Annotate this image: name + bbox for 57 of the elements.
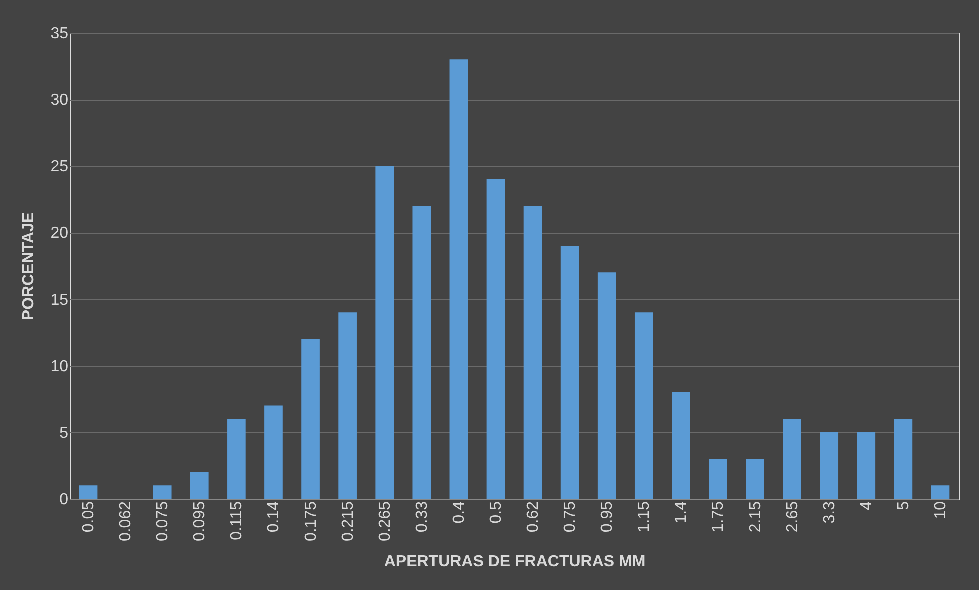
bar [450,60,468,499]
x-tick-label: 0.265 [376,501,394,542]
bar [931,486,950,499]
x-tick-label: 1.15 [636,501,654,533]
x-tick-label: 0.5 [488,501,505,524]
x-tick-label: 1.75 [710,501,728,533]
y-tick-label: 35 [50,26,69,42]
y-tick-label: 15 [50,292,69,309]
bar [486,179,506,499]
y-tick-label: 20 [50,225,69,242]
x-tick-label: 0.4 [450,501,468,524]
x-tick-label: 4 [858,501,876,510]
y-tick-label: 10 [50,358,69,376]
x-tick-label: 0.75 [562,501,580,533]
bar [412,206,432,499]
x-tick-label: 0.95 [599,501,616,533]
bar [228,419,246,499]
y-axis-title: PORCENTAJE [20,212,38,321]
x-tick-label: 0.062 [118,501,135,542]
y-tick-label: 5 [60,424,69,442]
x-tick-label: 0.095 [192,501,209,542]
x-tick-label: 0.175 [302,501,320,542]
x-tick-label: 0.62 [525,501,542,533]
x-tick-label: 10 [932,501,950,520]
bar [560,246,580,499]
x-tick-label: 3.3 [821,501,838,524]
bar [894,419,913,499]
bar [79,486,98,499]
bar [376,166,394,499]
x-tick-label: 0.115 [228,501,246,540]
bar [338,312,357,499]
bar [302,339,320,499]
x-tick-label: 0.215 [340,501,357,542]
bar [190,472,209,499]
bar [264,406,283,499]
bar [746,459,764,499]
y-tick-label: 25 [50,158,69,176]
x-tick-label: 0.14 [266,501,283,533]
x-tick-label: 0.33 [414,501,431,533]
bar [634,312,654,499]
x-tick-label: 2.65 [784,501,802,533]
bar [820,432,839,499]
x-tick-label: 0.05 [80,501,98,533]
y-tick-label: 0 [60,492,69,508]
x-tick-label: 1.4 [673,501,690,524]
x-tick-label: 0.075 [154,501,172,542]
bar [783,419,802,499]
x-tick-label: 2.15 [747,501,764,533]
x-axis-title: APERTURAS DE FRACTURAS MM [384,554,646,571]
bar [672,392,690,499]
x-tick-label: 5 [895,501,912,510]
bar [598,272,616,499]
bar [857,432,876,499]
bar [709,459,728,499]
y-tick-label: 30 [50,92,69,110]
bar [524,206,542,499]
bar [153,486,172,499]
